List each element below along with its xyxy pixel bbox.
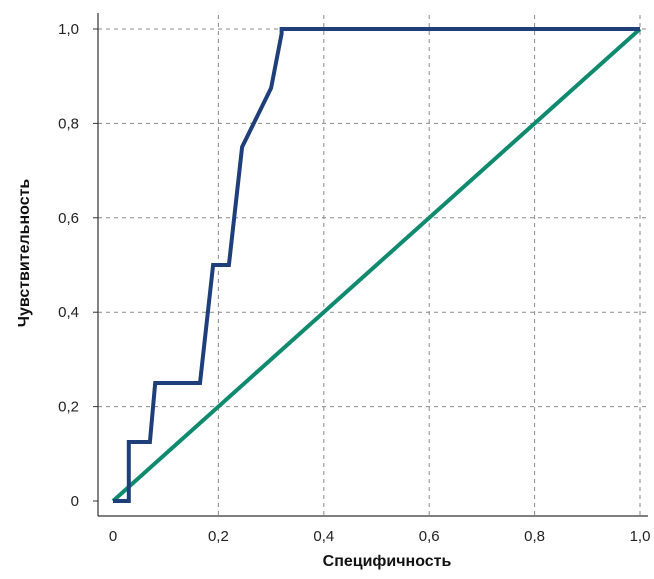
series-lines — [111, 27, 642, 503]
y-tick-label: 0,6 — [58, 210, 79, 227]
x-tick-label: 0,4 — [313, 528, 334, 545]
y-tick-label: 1,0 — [58, 21, 79, 38]
axes — [93, 13, 648, 517]
x-tick-label: 0,6 — [419, 528, 440, 545]
y-tick-label: 0,4 — [58, 304, 79, 321]
y-tick-label: 0,8 — [58, 115, 79, 132]
x-tick-label: 0 — [109, 528, 117, 545]
x-tick-label: 0,8 — [524, 528, 545, 545]
reference-diagonal-line — [111, 27, 642, 503]
y-axis-title: Чувствительность — [16, 179, 33, 328]
y-tick-label: 0 — [71, 493, 79, 510]
tick-labels: 0 0,2 0,4 0,6 0,8 1,0 0 0,2 0,4 0,6 0,8 1,0 — [58, 21, 650, 545]
y-tick-label: 0,2 — [58, 399, 79, 416]
roc-curve-line — [113, 27, 640, 503]
x-tick-label: 1,0 — [630, 528, 651, 545]
x-tick-label: 0,2 — [208, 528, 229, 545]
x-axis-title: Специфичность — [323, 553, 452, 570]
